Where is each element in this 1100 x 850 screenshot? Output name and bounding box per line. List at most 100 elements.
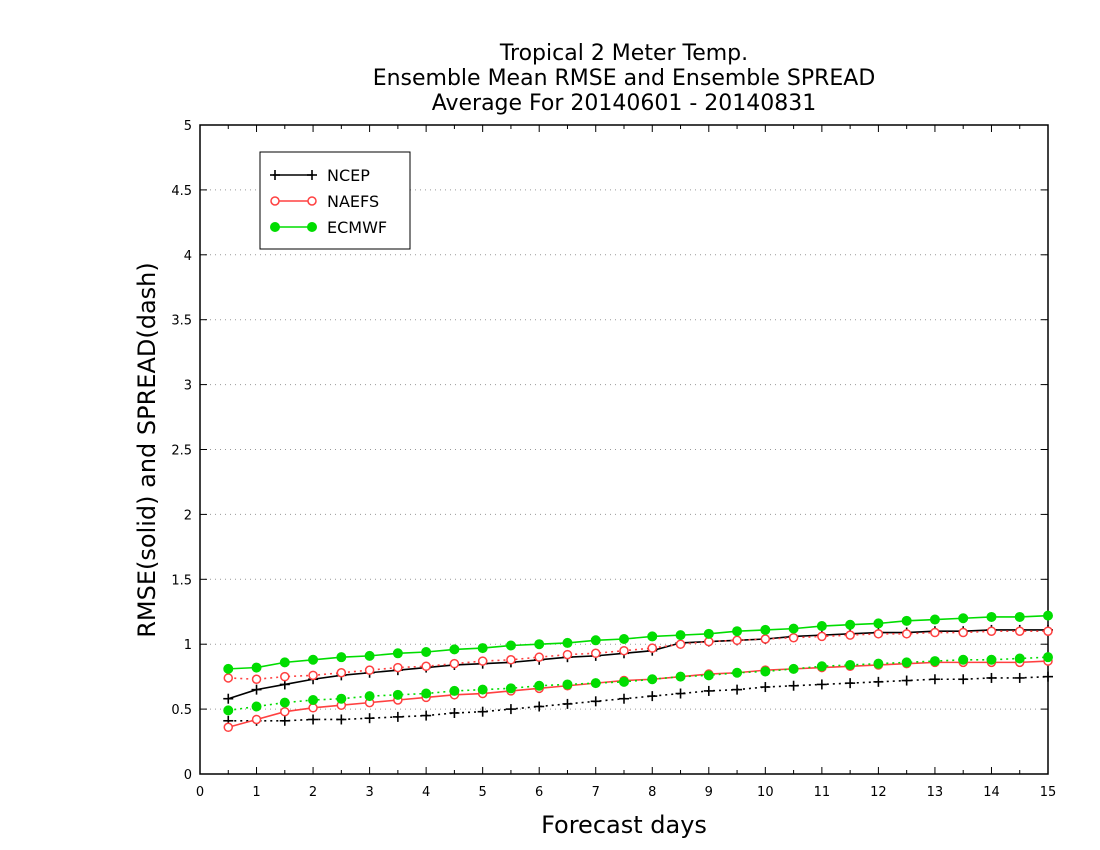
point-ecmwf-rmse	[308, 654, 319, 665]
point-naefs-spread	[223, 673, 234, 683]
legend-marker	[307, 222, 317, 232]
point-ecmwf-rmse	[958, 613, 969, 624]
series-layer	[223, 610, 1053, 733]
point-ecmwf-spread	[223, 705, 234, 716]
x-tick-label: 4	[422, 785, 430, 800]
point-ecmwf-spread	[534, 680, 545, 691]
point-naefs-spread	[251, 674, 262, 684]
point-ncep-spread	[364, 713, 375, 724]
point-ncep-spread	[958, 674, 969, 685]
point-ncep-spread	[788, 680, 799, 691]
y-tick-label: 3.5	[171, 314, 192, 329]
x-tick-label: 6	[535, 785, 543, 800]
point-ecmwf-rmse	[675, 630, 686, 641]
x-tick-label: 9	[705, 785, 713, 800]
series-ecmwf-spread	[223, 652, 1053, 716]
point-naefs-spread	[873, 629, 884, 639]
point-ecmwf-rmse	[590, 635, 601, 646]
legend-marker	[307, 170, 317, 180]
point-naefs-spread	[1014, 626, 1025, 636]
point-naefs-spread	[930, 627, 940, 638]
title-line-1: Tropical 2 Meter Temp.	[499, 41, 748, 66]
y-tick-label: 4.5	[171, 184, 192, 199]
point-naefs-spread	[364, 665, 375, 675]
point-ecmwf-spread	[251, 701, 262, 712]
point-naefs-rmse	[251, 714, 262, 725]
x-tick-label: 3	[365, 785, 373, 800]
point-ncep-spread	[760, 682, 771, 693]
point-ecmwf-rmse	[364, 650, 375, 661]
series-ecmwf-rmse	[223, 610, 1053, 674]
point-ecmwf-rmse	[619, 634, 629, 645]
point-ncep-spread	[703, 685, 714, 696]
x-tick-label: 8	[648, 785, 656, 800]
point-ecmwf-rmse	[929, 614, 940, 625]
point-ecmwf-spread	[929, 656, 940, 667]
legend-marker	[307, 196, 317, 206]
x-tick-label: 1	[252, 785, 260, 800]
point-ncep-spread	[929, 674, 940, 685]
point-ncep-spread	[619, 693, 629, 704]
point-ecmwf-rmse	[703, 628, 714, 639]
series-naefs-rmse	[223, 656, 1053, 733]
point-ncep-spread	[647, 691, 658, 702]
x-tick-label: 7	[592, 785, 600, 800]
y-tick-label: 1.5	[171, 573, 192, 588]
x-tick-label: 2	[309, 785, 317, 800]
point-ecmwf-spread	[703, 670, 714, 681]
x-tick-label: 14	[983, 785, 1000, 800]
point-ecmwf-rmse	[845, 619, 856, 630]
series-ncep-rmse	[223, 624, 1053, 704]
point-ecmwf-spread	[845, 659, 856, 670]
legend-label: NCEP	[327, 166, 370, 185]
point-naefs-spread	[477, 656, 488, 666]
line-ncep-rmse	[228, 629, 1048, 700]
title-line-2: Ensemble Mean RMSE and Ensemble SPREAD	[373, 66, 876, 91]
y-tick-label: 0	[184, 768, 192, 783]
point-ecmwf-spread	[505, 683, 516, 694]
point-ncep-spread	[732, 684, 743, 695]
point-naefs-spread	[590, 648, 601, 659]
point-ecmwf-spread	[1014, 653, 1025, 664]
x-tick-label: 5	[479, 785, 487, 800]
line-naefs-rmse	[228, 660, 1049, 729]
point-ncep-spread	[590, 696, 601, 707]
point-ecmwf-rmse	[392, 648, 403, 659]
point-ecmwf-rmse	[279, 657, 290, 668]
point-ecmwf-rmse	[873, 618, 884, 629]
point-ncep-spread	[816, 679, 827, 690]
x-axis-title: Forecast days	[541, 811, 707, 839]
point-ncep-spread	[534, 701, 545, 712]
point-ecmwf-spread	[308, 695, 319, 706]
point-ecmwf-spread	[958, 654, 969, 665]
point-ecmwf-spread	[647, 674, 658, 685]
point-ecmwf-spread	[392, 689, 403, 700]
point-ncep-spread	[845, 678, 856, 689]
line-ecmwf-rmse	[228, 614, 1049, 670]
point-ncep-spread	[505, 704, 516, 715]
point-ncep-spread	[392, 711, 403, 722]
point-ecmwf-rmse	[647, 631, 658, 642]
point-naefs-spread	[506, 655, 516, 665]
x-tick-label: 11	[814, 785, 831, 800]
x-axis: 0 1 2 3 4 5 6 7 8 9 10 11 12 13 14 15	[196, 125, 1056, 800]
chart-title: Tropical 2 Meter Temp. Ensemble Mean RMS…	[373, 41, 876, 116]
y-axis: 0 0.5 1 1.5 2 2.5 3 3.5 4 4.5 5	[171, 119, 1048, 783]
point-naefs-spread	[308, 670, 318, 681]
point-naefs-spread	[421, 661, 431, 672]
series-ncep-spread	[223, 671, 1053, 726]
point-naefs-spread	[280, 671, 290, 682]
legend-marker	[270, 170, 280, 180]
point-naefs-spread	[562, 649, 573, 660]
point-ecmwf-rmse	[1014, 611, 1025, 622]
point-ecmwf-rmse	[788, 623, 799, 634]
point-ncep-spread	[675, 688, 686, 699]
legend-marker	[270, 222, 280, 232]
legend-label: ECMWF	[327, 218, 387, 237]
point-ecmwf-rmse	[251, 662, 262, 673]
x-tick-label: 15	[1040, 785, 1057, 800]
point-ecmwf-spread	[1043, 652, 1053, 663]
point-ecmwf-spread	[421, 688, 432, 699]
legend-marker	[270, 196, 280, 206]
